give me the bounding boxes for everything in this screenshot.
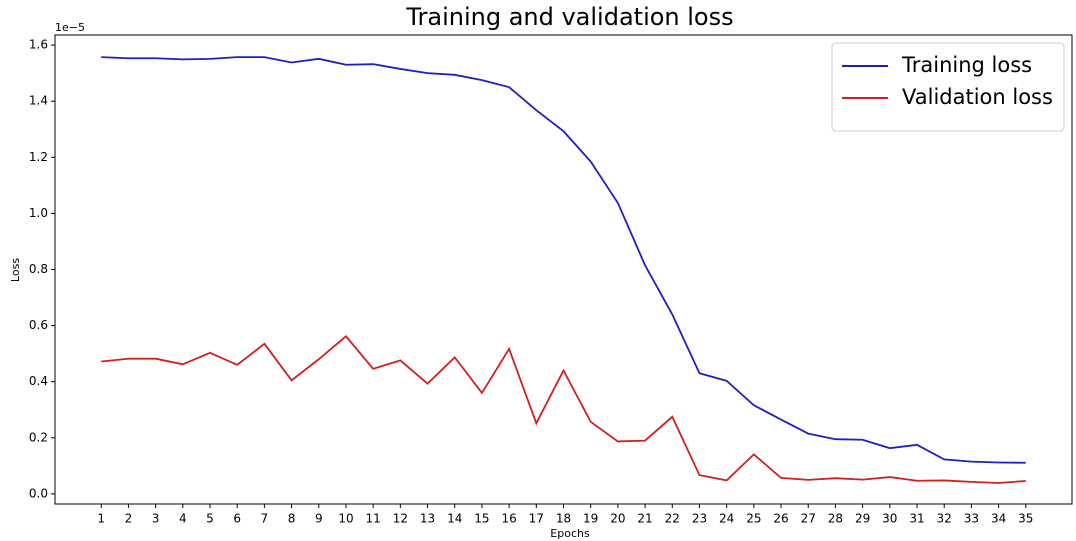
line-series	[101, 56, 1026, 464]
x-tick-label: 35	[1018, 512, 1033, 526]
x-tick-label: 16	[501, 512, 516, 526]
y-tick-label: 1.0	[29, 206, 48, 220]
y-tick-label: 1.4	[29, 94, 48, 108]
x-tick-label: 10	[338, 512, 353, 526]
x-tick-label: 6	[233, 512, 241, 526]
x-tick-label: 28	[828, 512, 843, 526]
x-tick-label: 21	[637, 512, 652, 526]
line-series	[101, 334, 1026, 484]
legend-label: Validation loss	[902, 85, 1053, 109]
x-tick-label: 4	[179, 512, 187, 526]
x-tick-label: 2	[125, 512, 133, 526]
legend-box	[831, 42, 1065, 132]
x-tick-label: 23	[692, 512, 707, 526]
x-tick-label: 8	[288, 512, 296, 526]
x-tick-label: 15	[474, 512, 489, 526]
x-tick-label: 19	[583, 512, 598, 526]
y-tick-label: 0.4	[29, 374, 48, 388]
x-tick-label: 5	[206, 512, 214, 526]
x-tick-label: 22	[665, 512, 680, 526]
x-tick-label: 11	[366, 512, 381, 526]
x-tick-label: 17	[529, 512, 544, 526]
y-tick-label: 0.2	[29, 430, 48, 444]
x-tick-label: 32	[937, 512, 952, 526]
x-tick-label: 14	[447, 512, 462, 526]
x-tick-label: 34	[991, 512, 1006, 526]
x-tick-label: 25	[746, 512, 761, 526]
x-tick-label: 12	[393, 512, 408, 526]
x-tick-label: 1	[97, 512, 105, 526]
y-tick-label: 1.6	[29, 38, 48, 52]
x-tick-label: 26	[773, 512, 788, 526]
y-tick-label: 0.8	[29, 262, 48, 276]
x-tick-label: 27	[801, 512, 816, 526]
x-tick-label: 3	[152, 512, 160, 526]
offset-label: 1e−5	[55, 21, 85, 34]
x-tick-label: 31	[909, 512, 924, 526]
x-tick-label: 9	[315, 512, 323, 526]
y-axis-label: Loss	[9, 258, 22, 282]
x-tick-label: 29	[855, 512, 870, 526]
x-tick-label: 7	[261, 512, 269, 526]
x-tick-label: 30	[882, 512, 897, 526]
legend-label: Training loss	[901, 53, 1032, 77]
y-tick-label: 0.6	[29, 318, 48, 332]
y-tick-label: 1.2	[29, 150, 48, 164]
x-tick-label: 24	[719, 512, 734, 526]
x-axis-label: Epochs	[550, 527, 590, 540]
x-tick-label: 13	[420, 512, 435, 526]
x-tick-label: 18	[556, 512, 571, 526]
y-tick-label: 0.0	[29, 486, 48, 500]
x-tick-label: 33	[964, 512, 979, 526]
chart-title: Training and validation loss	[405, 3, 733, 31]
x-tick-label: 20	[610, 512, 625, 526]
